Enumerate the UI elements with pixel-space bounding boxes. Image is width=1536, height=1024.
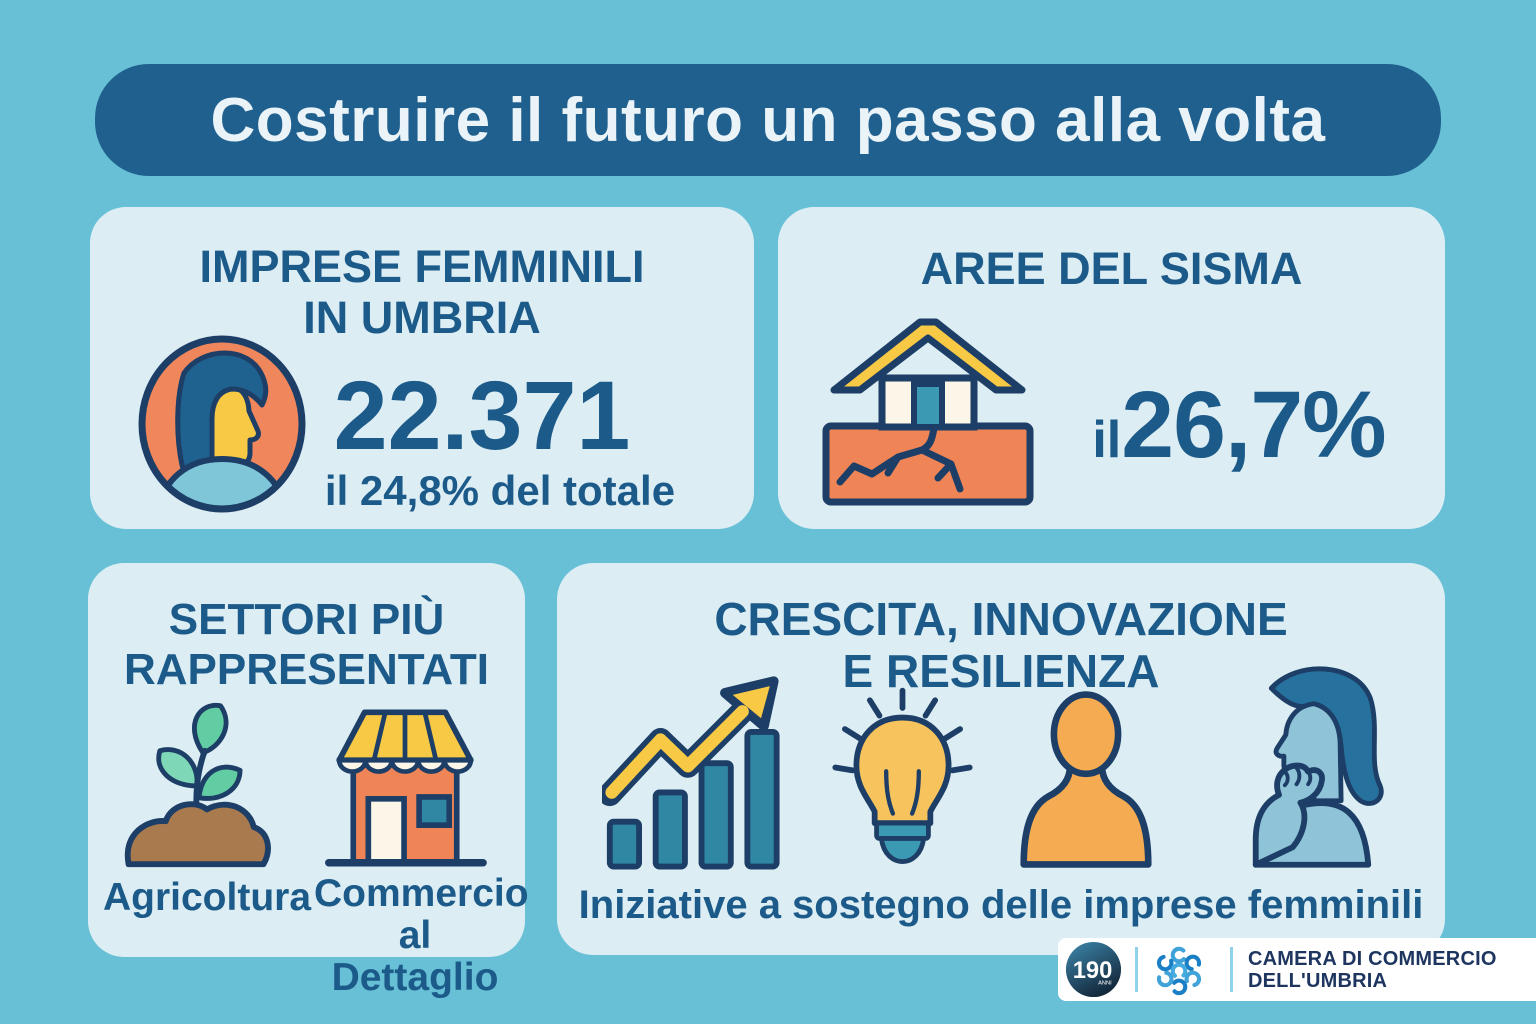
anniversary-label: ANNI [1098, 981, 1112, 987]
card-imprese-femminili: IMPRESE FEMMINILI IN UMBRIA 22.371 il 24… [90, 207, 754, 529]
card-imprese-title: IMPRESE FEMMINILI IN UMBRIA [199, 241, 645, 344]
sisma-percentage: il26,7% [1046, 371, 1432, 480]
sisma-prefix: il [1092, 411, 1122, 469]
anniversary-number: 190 [1073, 957, 1113, 984]
card-aree-del-sisma: AREE DEL SISMA il26,7% [778, 207, 1445, 529]
chamber-flower-logo [1156, 946, 1202, 996]
anniversary-190-logo: 190 ANNI [1065, 941, 1122, 998]
imprese-percentage-label: il 24,8% del totale [324, 467, 676, 514]
card-crescita-innovazione: CRESCITA, INNOVAZIONE E RESILIENZA [557, 563, 1445, 955]
person-icon [1020, 691, 1152, 868]
shop-icon [325, 709, 487, 867]
chamber-name: CAMERA DI COMMERCIO DELL'UMBRIA [1248, 948, 1497, 993]
plant-icon [124, 702, 271, 868]
growth-chart-icon [602, 676, 780, 870]
label-agricoltura: Agricoltura [102, 876, 312, 919]
lightbulb-icon [832, 687, 973, 864]
footer-logo-strip: 190 ANNI CAMERA DI COMMERCIO DELL'UMBRIA [1058, 938, 1536, 1001]
page-title: Costruire il futuro un passo alla volta [210, 85, 1326, 155]
sisma-value-text: 26,7% [1121, 372, 1386, 478]
card-settori-rappresentati: SETTORI PIÙ RAPPRESENTATI Agricoltura Co… [88, 563, 529, 999]
logo-divider [1135, 947, 1138, 992]
card-sisma-title: AREE DEL SISMA [920, 243, 1303, 294]
imprese-count-value: 22.371 [333, 361, 631, 470]
label-commercio: Commercio al Dettaglio [314, 872, 529, 1000]
crescita-caption: Iniziative a sostegno delle imprese femm… [578, 883, 1424, 927]
card-crescita-title: CRESCITA, INNOVAZIONE E RESILIENZA [714, 593, 1288, 698]
card-settori-title: SETTORI PIÙ RAPPRESENTATI [123, 595, 490, 695]
house-earthquake-icon [822, 318, 1034, 506]
woman-profile-icon [1252, 666, 1384, 868]
header-banner: Costruire il futuro un passo alla volta [95, 64, 1441, 176]
logo-divider [1230, 947, 1233, 992]
woman-avatar-icon [138, 335, 306, 513]
